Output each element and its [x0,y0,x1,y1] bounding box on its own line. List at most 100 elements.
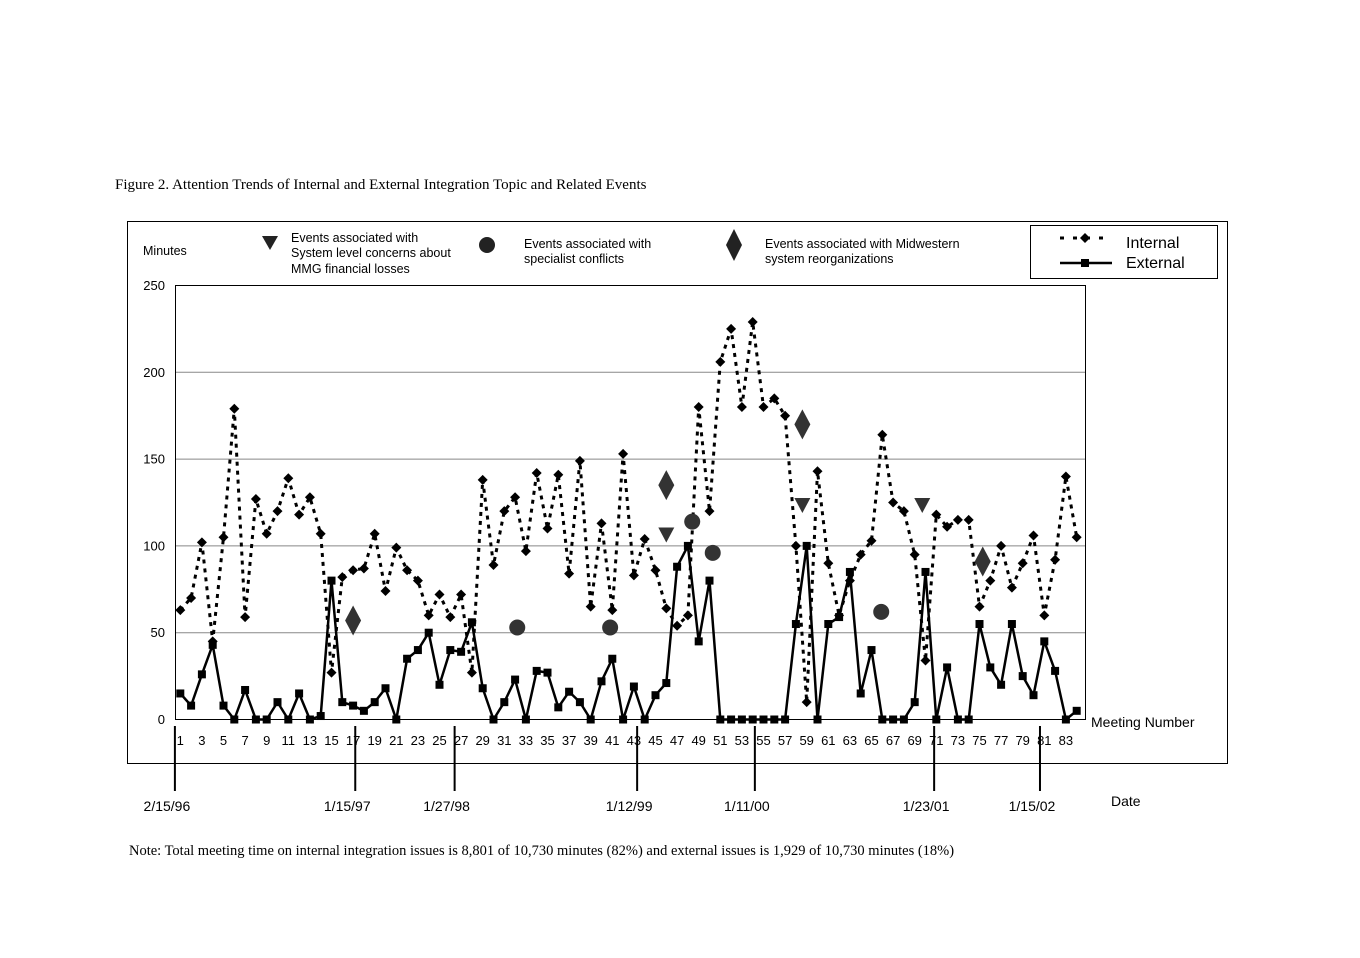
event-circle-1 [509,619,526,636]
internal-point-60 [812,466,823,477]
internal-point-72 [942,521,953,532]
external-point-74 [964,715,973,724]
external-point-6 [230,715,239,724]
external-point-53 [737,715,746,724]
x-tick-label-75: 75 [972,733,986,748]
x-tick-label-49: 49 [691,733,705,748]
internal-point-11 [283,473,294,484]
x-tick-label-83: 83 [1059,733,1073,748]
external-point-78 [1007,620,1016,629]
external-point-39 [586,715,595,724]
external-point-40 [597,677,606,686]
external-point-64 [856,689,865,698]
x-tick-label-45: 45 [648,733,662,748]
series-line-External [179,544,1078,721]
internal-point-31 [499,506,510,517]
x-tick-label-55: 55 [756,733,770,748]
external-point-56 [770,715,779,724]
external-point-35 [543,668,552,677]
external-point-11 [284,715,293,724]
circle-legend-line-1: Events associated with [524,237,651,251]
internal-point-42 [618,448,629,459]
x-tick-label-37: 37 [562,733,576,748]
legend-external-marker [1081,259,1089,267]
external-point-75 [975,620,984,629]
external-point-46 [662,679,671,688]
external-point-54 [748,715,757,724]
internal-point-21 [391,542,402,553]
external-point-36 [554,703,563,712]
internal-point-61 [823,558,834,569]
internal-point-36 [553,469,564,480]
internal-point-58 [790,540,801,551]
x-tick-label-31: 31 [497,733,511,748]
internal-point-82 [1050,554,1061,565]
x-tick-label-59: 59 [799,733,813,748]
external-point-27 [457,647,466,656]
internal-point-41 [607,605,618,616]
external-point-26 [446,646,455,655]
external-point-61 [824,620,833,629]
x-tick-label-77: 77 [994,733,1008,748]
x-tick-label-61: 61 [821,733,835,748]
external-point-10 [273,698,282,707]
external-point-50 [705,576,714,585]
x-tick-label-13: 13 [303,733,317,748]
x-tick-label-5: 5 [220,733,227,748]
external-point-72 [943,663,952,672]
date-axis-label: Date [1111,793,1141,809]
external-point-7 [241,685,250,694]
legend-internal-label: Internal [1126,235,1179,252]
external-point-49 [694,637,703,646]
external-point-55 [759,715,768,724]
internal-point-54 [747,316,758,327]
x-tick-label-27: 27 [454,733,468,748]
series-line-Internal [179,320,1079,704]
x-tick-label-25: 25 [432,733,446,748]
internal-point-10 [272,506,283,517]
internal-point-53 [736,402,747,413]
internal-point-77 [996,540,1007,551]
external-point-52 [727,715,736,724]
external-point-22 [403,654,412,663]
internal-point-79 [1017,558,1028,569]
triangle-legend-line-1: Events associated with [291,231,418,245]
external-point-42 [619,715,628,724]
external-point-1 [176,689,185,698]
external-point-58 [791,620,800,629]
external-point-45 [651,691,660,700]
internal-point-2 [186,592,197,603]
external-point-65 [867,646,876,655]
internal-point-15 [326,667,337,678]
x-tick-label-47: 47 [670,733,684,748]
internal-point-18 [358,563,369,574]
legend-internal-marker [1080,233,1090,243]
external-point-79 [1018,672,1027,681]
external-point-18 [359,706,368,715]
internal-point-1 [175,605,186,616]
date-axis: 2/15/96 1/15/97 1/27/98 1/12/99 1/11/00 1/23/… [144,726,1056,814]
external-point-37 [565,687,574,696]
internal-point-70 [920,655,931,666]
x-tick-label-35: 35 [540,733,554,748]
internal-point-47 [672,620,683,631]
internal-point-14 [315,528,326,539]
external-point-12 [295,689,304,698]
external-point-25 [435,680,444,689]
event-circle-3 [684,513,701,530]
internal-point-81 [1039,610,1050,621]
external-point-20 [381,684,390,693]
internal-point-69 [909,549,920,560]
internal-point-32 [510,492,521,503]
internal-point-65 [866,535,877,546]
x-tick-label-17: 17 [346,733,360,748]
circle-legend-icon [479,237,495,253]
internal-point-64 [855,549,866,560]
internal-point-17 [348,565,359,576]
date-label-2: 1/15/97 [324,798,371,814]
diamond-legend-icon [726,229,742,261]
external-point-66 [878,715,887,724]
triangle-legend-icon [262,236,278,250]
external-point-31 [500,698,509,707]
y-tick-label-150: 150 [143,452,165,467]
